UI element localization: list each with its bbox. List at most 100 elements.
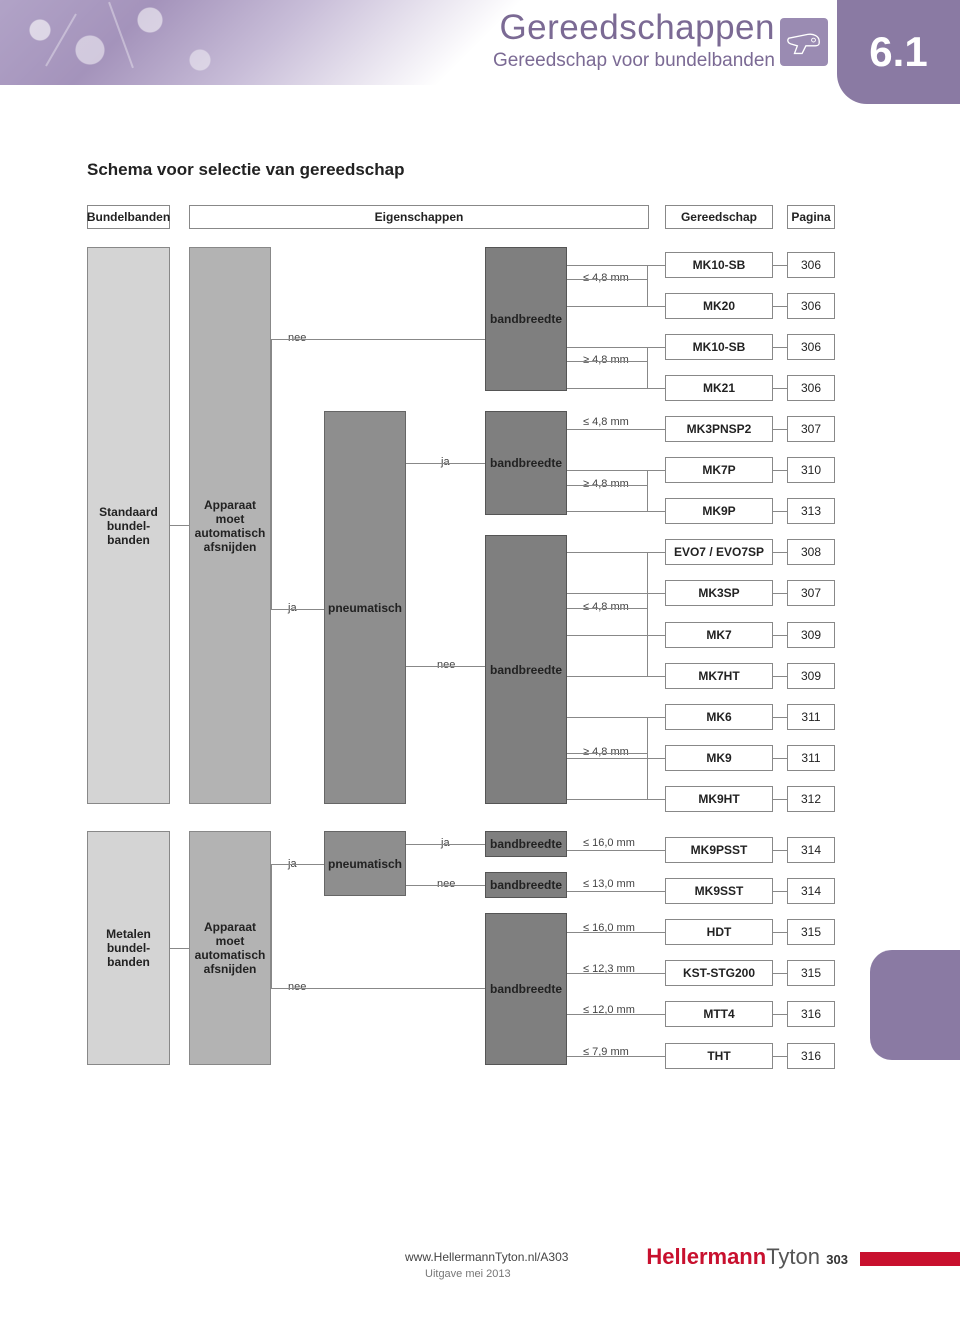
page-MTT4: 316 <box>787 1001 835 1027</box>
page-MK9PSST: 314 <box>787 837 835 863</box>
connector <box>567 593 665 594</box>
w-ge48-3: ≥ 4,8 mm <box>583 746 629 758</box>
connector <box>567 635 665 636</box>
tool-MK3SP: MK3SP <box>665 580 773 606</box>
connector <box>567 850 665 851</box>
connector <box>406 885 485 886</box>
connector <box>773 429 787 430</box>
diagram-title: Schema voor selectie van gereedschap <box>87 160 405 180</box>
connector <box>567 717 665 718</box>
connector <box>567 361 647 362</box>
tool-MK10-SB: MK10-SB <box>665 334 773 360</box>
tool-THT: THT <box>665 1043 773 1069</box>
tool-MK6: MK6 <box>665 704 773 730</box>
node-metalen: Metalen bundel- banden <box>87 831 170 1065</box>
connector <box>567 429 665 430</box>
connector <box>170 525 189 526</box>
page-MK20: 306 <box>787 293 835 319</box>
page-MK6: 311 <box>787 704 835 730</box>
tool-MK9: MK9 <box>665 745 773 771</box>
page-MK9SST: 314 <box>787 878 835 904</box>
connector <box>567 973 665 974</box>
page-MK7: 309 <box>787 622 835 648</box>
logo-grey: Tyton <box>766 1244 820 1269</box>
connector <box>567 279 647 280</box>
page-MK10-SB: 306 <box>787 334 835 360</box>
footer-red-bar <box>860 1252 960 1266</box>
connector <box>773 347 787 348</box>
connector <box>271 864 324 865</box>
node-bandbreedte-3: bandbreedte <box>485 535 567 804</box>
connector <box>567 799 665 800</box>
connector <box>773 635 787 636</box>
connector <box>271 864 272 988</box>
connector <box>773 388 787 389</box>
connector <box>567 1056 665 1057</box>
tool-gun-icon <box>780 18 828 66</box>
node-pneumatisch-1: pneumatisch <box>324 411 406 804</box>
page-EVO7 / EVO7SP: 308 <box>787 539 835 565</box>
tool-MTT4: MTT4 <box>665 1001 773 1027</box>
footer-page-number: 303 <box>826 1252 848 1267</box>
w-le130: ≤ 13,0 mm <box>583 878 635 890</box>
w-le48-3: ≤ 4,8 mm <box>583 601 629 613</box>
tool-MK9P: MK9P <box>665 498 773 524</box>
edge-nee-1: nee <box>288 332 306 344</box>
logo-red: Hellermann <box>646 1244 766 1269</box>
node-standaard: Standaard bundel- banden <box>87 247 170 804</box>
tool-MK10-SB: MK10-SB <box>665 252 773 278</box>
node-bandbreedte-2: bandbreedte <box>485 411 567 515</box>
connector <box>170 948 189 949</box>
connector <box>567 552 665 553</box>
connector <box>567 306 665 307</box>
colhead-pagina: Pagina <box>787 205 835 229</box>
node-bandbreedte-1: bandbreedte <box>485 247 567 391</box>
edge-nee-pneu-1: nee <box>437 659 455 671</box>
connector <box>773 593 787 594</box>
header-title: Gereedschappen <box>493 8 775 48</box>
connector <box>567 1014 665 1015</box>
page-THT: 316 <box>787 1043 835 1069</box>
connector <box>271 339 272 609</box>
node-bandbreedte-5: bandbreedte <box>485 872 567 898</box>
edge-ja-1: ja <box>288 602 297 614</box>
page-MK21: 306 <box>787 375 835 401</box>
side-tab <box>870 950 960 1060</box>
node-bandbreedte-6: bandbreedte <box>485 913 567 1065</box>
page-KST-STG200: 315 <box>787 960 835 986</box>
connector <box>406 666 485 667</box>
connector <box>773 676 787 677</box>
connector <box>567 608 647 609</box>
colhead-bundelbanden: Bundelbanden <box>87 205 170 229</box>
connector <box>647 717 648 799</box>
connector <box>773 717 787 718</box>
node-apparaat-2: Apparaat moet automatisch afsnijden <box>189 831 271 1065</box>
page-header: Gereedschappen Gereedschap voor bundelba… <box>0 0 960 85</box>
connector <box>567 753 647 754</box>
tool-MK3PNSP2: MK3PNSP2 <box>665 416 773 442</box>
node-pneumatisch-2: pneumatisch <box>324 831 406 896</box>
connector <box>773 891 787 892</box>
edge-ja-pneu-2: ja <box>441 837 450 849</box>
connector <box>647 265 648 306</box>
page-HDT: 315 <box>787 919 835 945</box>
page-MK9P: 313 <box>787 498 835 524</box>
connector <box>647 470 648 511</box>
footer-date: Uitgave mei 2013 <box>425 1268 511 1280</box>
tool-MK9PSST: MK9PSST <box>665 837 773 863</box>
w-le48-1: ≤ 4,8 mm <box>583 272 629 284</box>
connector <box>567 511 665 512</box>
connector <box>567 758 665 759</box>
page-MK9: 311 <box>787 745 835 771</box>
edge-nee-pneu-2: nee <box>437 878 455 890</box>
tool-HDT: HDT <box>665 919 773 945</box>
header-subtitle: Gereedschap voor bundelbanden <box>493 50 775 72</box>
connector <box>567 932 665 933</box>
tool-MK7: MK7 <box>665 622 773 648</box>
connector <box>406 844 485 845</box>
page-MK7HT: 309 <box>787 663 835 689</box>
tool-MK20: MK20 <box>665 293 773 319</box>
connector <box>773 850 787 851</box>
connector <box>567 347 665 348</box>
header-titles: Gereedschappen Gereedschap voor bundelba… <box>493 8 775 72</box>
